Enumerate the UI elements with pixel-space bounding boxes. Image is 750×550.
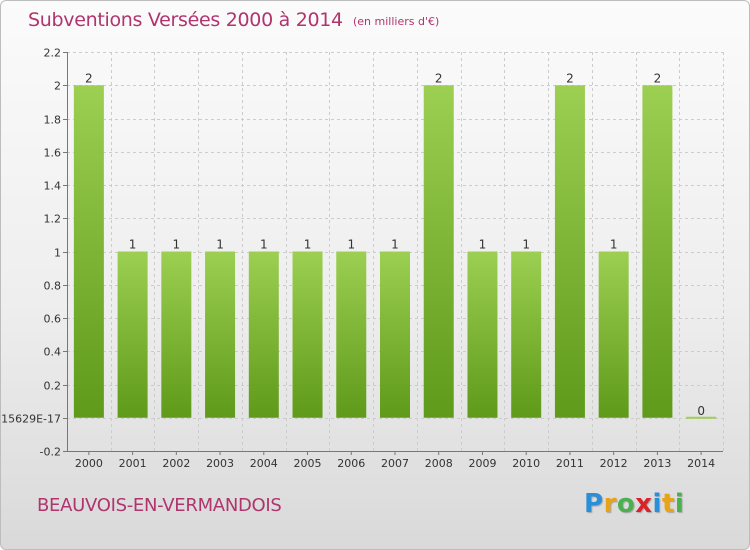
logo-letter: x <box>635 489 653 519</box>
y-tick-label: -0.2 <box>40 446 61 459</box>
y-tick-label: 2 <box>54 80 61 93</box>
x-tick-label: 2003 <box>206 457 234 470</box>
bar <box>686 416 717 419</box>
y-tick-label: 0.8 <box>44 280 62 293</box>
bar <box>161 251 192 418</box>
data-label: 1 <box>216 238 224 252</box>
data-label: 1 <box>129 238 137 252</box>
x-tick-label: 2001 <box>119 457 147 470</box>
bar <box>423 85 454 418</box>
x-tick-label: 2006 <box>337 457 365 470</box>
data-label: 1 <box>391 238 399 252</box>
y-tick-label: 1.4 <box>44 180 62 193</box>
bar <box>73 85 104 418</box>
bar <box>554 85 585 418</box>
x-tick-label: 2000 <box>75 457 103 470</box>
logo-letter: t <box>661 489 675 519</box>
y-tick-label: 0.6 <box>44 313 62 326</box>
y-tick-label: 0.4 <box>44 346 62 359</box>
y-tick-label: 1.2 <box>44 213 62 226</box>
data-label: 1 <box>347 238 355 252</box>
logo-letter: r <box>603 489 617 519</box>
bars <box>73 85 717 419</box>
bar <box>248 251 279 418</box>
bar <box>598 251 629 418</box>
data-label: 1 <box>173 238 181 252</box>
bar <box>380 251 410 418</box>
bar <box>467 251 498 418</box>
x-tick-label: 2009 <box>468 457 496 470</box>
x-tick-label: 2008 <box>425 457 453 470</box>
proxiti-logo[interactable]: Proxiti <box>584 489 684 519</box>
data-label: 1 <box>260 238 268 252</box>
y-tick-label: 1 <box>54 247 61 260</box>
y-tick-label: -1.15629E-17 <box>1 413 61 426</box>
chart-subtitle: (en milliers d'€) <box>353 15 440 28</box>
x-tick-label: 2012 <box>600 457 628 470</box>
bar <box>292 251 323 418</box>
y-tick-label: 2.2 <box>44 47 62 60</box>
bar <box>205 251 236 418</box>
x-tick-label: 2005 <box>294 457 322 470</box>
bar <box>117 251 148 418</box>
bar <box>511 251 542 418</box>
x-tick-label: 2007 <box>381 457 409 470</box>
data-label: 2 <box>85 71 93 85</box>
logo-letter: o <box>616 489 636 519</box>
logo-letter: i <box>652 489 662 519</box>
logo-letter: i <box>674 489 685 519</box>
x-tick-label: 2014 <box>687 457 715 470</box>
data-label: 2 <box>566 71 574 85</box>
data-label: 1 <box>479 238 487 252</box>
logo-letter: P <box>584 489 604 519</box>
bar <box>336 251 367 418</box>
chart-title: Subventions Versées 2000 à 2014 <box>28 9 343 31</box>
data-label: 1 <box>610 238 618 252</box>
bar <box>642 85 673 418</box>
data-label: 2 <box>435 71 443 85</box>
x-tick-label: 2002 <box>162 457 190 470</box>
y-tick-label: 1.6 <box>44 147 62 160</box>
data-label: 1 <box>522 238 530 252</box>
data-label: 0 <box>697 404 705 418</box>
y-tick-label: 1.8 <box>44 114 62 127</box>
commune-name: BEAUVOIS-EN-VERMANDOIS <box>37 495 282 516</box>
x-tick-label: 2010 <box>512 457 540 470</box>
data-label: 2 <box>654 71 662 85</box>
axes <box>63 52 723 455</box>
y-tick-label: 0.2 <box>44 380 62 393</box>
x-tick-label: 2004 <box>250 457 278 470</box>
data-label: 1 <box>304 238 312 252</box>
x-tick-label: 2011 <box>556 457 584 470</box>
x-tick-label: 2013 <box>643 457 671 470</box>
labels: -0.2 -1.15629E-17 0.2 0.4 0.6 0.8 1 1.2 1.4 1.6 1.… <box>1 47 715 471</box>
